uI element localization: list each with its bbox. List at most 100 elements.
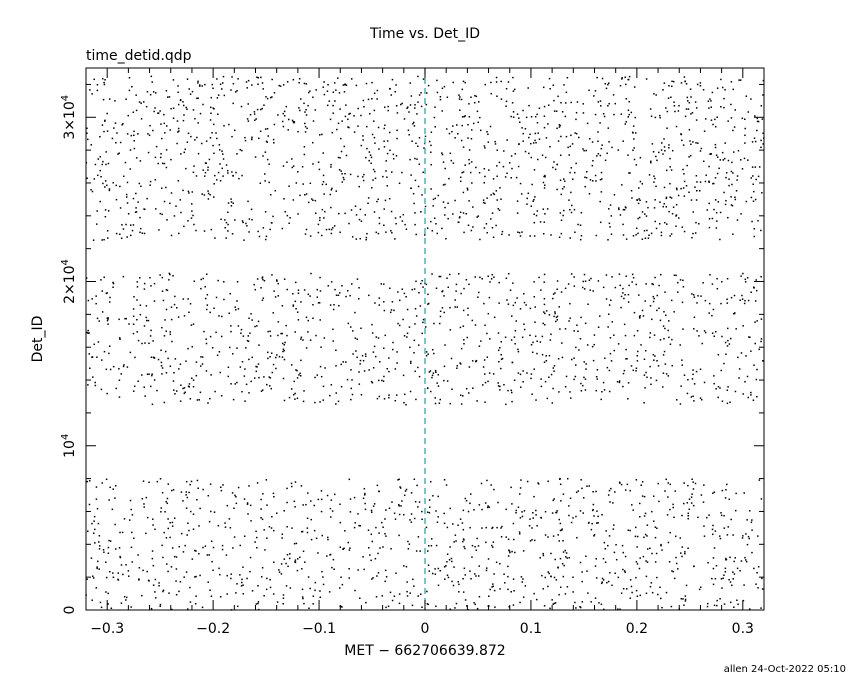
data-point — [739, 570, 741, 572]
data-point — [91, 522, 93, 525]
data-point — [338, 587, 341, 589]
data-point — [554, 168, 557, 171]
data-point — [574, 171, 576, 174]
data-point — [385, 535, 387, 537]
data-point — [260, 576, 263, 578]
data-point — [613, 113, 615, 116]
data-point — [270, 527, 273, 529]
data-point — [107, 317, 109, 319]
data-point — [560, 101, 562, 104]
data-point — [707, 100, 710, 102]
data-point — [222, 484, 224, 486]
data-point — [630, 585, 633, 588]
data-point — [467, 510, 470, 513]
data-point — [160, 365, 163, 367]
data-point — [443, 295, 445, 297]
data-point — [531, 183, 533, 186]
data-point — [355, 84, 358, 87]
data-point — [558, 593, 560, 596]
data-point — [513, 379, 516, 382]
data-point — [104, 119, 106, 122]
data-point — [370, 162, 372, 164]
data-point — [296, 369, 298, 372]
data-point — [569, 302, 571, 305]
data-point — [176, 142, 178, 145]
data-point — [716, 599, 718, 602]
data-point — [549, 145, 551, 148]
data-point — [499, 588, 501, 590]
data-point — [354, 205, 357, 207]
data-point — [631, 273, 634, 276]
data-point — [348, 126, 350, 129]
data-point — [132, 197, 135, 200]
data-point — [103, 83, 106, 86]
data-point — [151, 373, 153, 375]
data-point — [651, 283, 653, 285]
data-point — [177, 85, 179, 87]
data-point — [718, 535, 721, 537]
data-point — [624, 489, 627, 491]
data-point — [165, 372, 168, 374]
data-point — [454, 306, 456, 308]
data-point — [300, 301, 302, 303]
data-point — [660, 544, 662, 547]
data-point — [519, 487, 522, 489]
data-point — [107, 237, 109, 239]
data-point — [244, 400, 246, 402]
data-point — [476, 216, 478, 218]
data-point — [144, 342, 146, 344]
data-point — [636, 595, 639, 598]
data-point — [500, 536, 503, 538]
data-point — [207, 494, 210, 497]
data-point — [569, 391, 571, 393]
data-point — [454, 199, 456, 202]
data-point — [737, 603, 739, 606]
data-point — [617, 149, 620, 151]
data-point — [667, 97, 670, 99]
data-point — [617, 207, 620, 209]
data-point — [712, 524, 714, 527]
data-point — [256, 325, 258, 327]
data-point — [673, 577, 676, 580]
data-point — [217, 524, 220, 527]
data-point — [489, 338, 491, 340]
data-point — [639, 515, 641, 518]
data-point — [269, 578, 271, 581]
data-point — [216, 354, 219, 356]
data-point — [214, 390, 216, 393]
data-point — [604, 82, 607, 85]
data-point — [714, 118, 716, 121]
data-point — [92, 577, 95, 579]
data-point — [120, 564, 123, 566]
data-point — [219, 596, 222, 598]
data-point — [591, 164, 594, 167]
data-point — [529, 235, 531, 237]
data-point — [237, 325, 240, 327]
data-point — [186, 496, 189, 499]
data-point — [534, 196, 536, 198]
data-point — [378, 532, 380, 534]
data-point — [708, 218, 711, 220]
data-point — [565, 556, 567, 558]
data-point — [658, 151, 660, 154]
data-point — [164, 511, 166, 513]
data-point — [548, 376, 550, 378]
data-point — [727, 216, 729, 219]
data-point — [344, 212, 346, 215]
data-point — [274, 296, 277, 298]
data-point — [267, 135, 269, 137]
data-point — [143, 288, 146, 290]
data-point — [654, 276, 656, 279]
data-point — [500, 198, 502, 200]
data-point — [736, 179, 738, 181]
data-point — [730, 170, 733, 173]
data-point — [168, 96, 171, 98]
data-point — [535, 214, 538, 217]
data-point — [735, 328, 737, 330]
data-point — [562, 551, 565, 553]
data-point — [513, 589, 515, 592]
data-point — [654, 177, 656, 180]
data-point — [175, 205, 177, 207]
data-point — [305, 114, 308, 116]
data-point — [329, 553, 332, 556]
